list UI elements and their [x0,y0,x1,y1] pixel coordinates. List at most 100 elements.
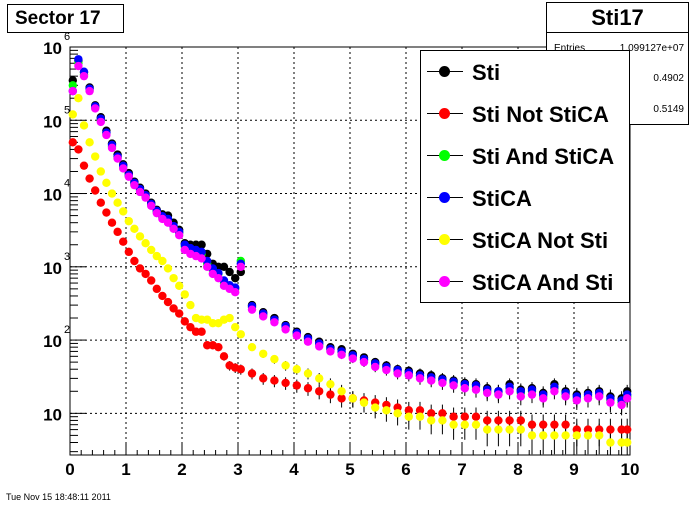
data-point [197,254,206,263]
data-point [169,273,178,283]
data-point [393,409,402,418]
data-point [107,189,117,198]
data-point [152,208,161,218]
x-tick-label: 7 [457,460,466,479]
legend-item-sti: Sti [421,52,629,92]
x-tick-label: 9 [569,460,578,479]
legend-marker [439,150,450,161]
legend-label: StiCA And Sti [472,270,614,295]
legend-item-sti-and-stica: Sti And StiCA [421,136,629,176]
data-point [259,312,268,321]
data-point [163,218,173,227]
data-point [438,409,447,418]
data-point [74,145,83,154]
x-tick-label: 1 [121,460,130,479]
x-tick-label: 8 [513,460,522,479]
data-point [483,416,492,425]
data-point [606,425,615,434]
data-point [326,390,335,399]
data-point [494,416,503,425]
data-point [147,245,156,255]
data-point [281,361,290,370]
data-point [113,227,122,237]
data-point [359,398,369,407]
data-point [186,300,195,310]
y-tick-exponent: 6 [64,31,70,43]
data-point [527,390,537,399]
data-point [471,412,481,421]
data-point [169,224,178,234]
legend-marker [439,108,450,119]
y-tick-label: 10 [43,405,62,424]
data-point [225,313,234,323]
y-tick-label: 10 [43,186,62,205]
y-tick-exponent: 2 [64,324,70,336]
data-point [107,218,117,227]
sector-label: Sector 17 [7,4,124,33]
legend-label: StiCA Not Sti [472,228,609,253]
data-point [382,365,391,375]
stats-value: 0.5149 [653,104,684,115]
data-point [460,384,469,393]
stats-key: Entries [554,43,586,54]
y-tick-label: 10 [43,112,62,131]
data-point [337,350,346,359]
data-point [561,392,570,401]
data-point [214,342,223,352]
data-point [124,172,133,181]
data-point [505,416,514,425]
data-point [180,317,189,326]
legend: Sti Sti Not StiCA Sti And StiCA StiCA St… [420,50,630,303]
data-point [169,304,178,313]
data-point [483,425,492,434]
data-point [415,412,425,421]
legend-label: Sti Not StiCA [472,102,609,127]
data-point [415,374,425,383]
data-point [595,425,604,434]
data-point [270,376,279,385]
data-point [415,406,425,415]
data-point [404,406,413,415]
data-point [96,198,106,207]
y-tick-exponent: 3 [64,251,70,263]
data-point [583,425,593,434]
data-point [113,154,122,163]
data-point [303,369,313,378]
data-point [135,232,145,241]
data-point [158,256,167,266]
data-point [471,420,481,429]
data-point [68,138,78,147]
data-point [505,425,514,434]
data-point [315,374,324,383]
data-point [124,247,133,257]
data-point [527,420,537,429]
legend-label: Sti [472,60,501,85]
data-point [175,230,184,240]
data-point [102,178,111,188]
data-point [79,71,89,81]
data-point [382,406,391,415]
data-point [326,347,335,356]
data-point [348,354,357,363]
data-point [371,403,380,412]
data-point [561,420,570,429]
y-tick-label: 10 [43,39,62,58]
data-point [595,431,604,440]
data-point [102,208,111,217]
data-point [516,416,525,425]
x-tick-label: 2 [177,460,186,479]
y-tick-label: 10 [43,332,62,351]
data-point [303,384,313,393]
data-point [96,117,106,127]
data-point [119,237,128,246]
timestamp: Tue Nov 15 18:48:11 2011 [6,492,111,502]
data-point [130,180,139,190]
data-point [595,392,604,401]
data-point [91,152,100,161]
data-point [141,269,150,279]
data-point [326,379,335,389]
stats-title: Sti17 [547,3,688,33]
data-point [91,186,100,195]
data-point [247,342,257,352]
data-point [197,240,206,249]
